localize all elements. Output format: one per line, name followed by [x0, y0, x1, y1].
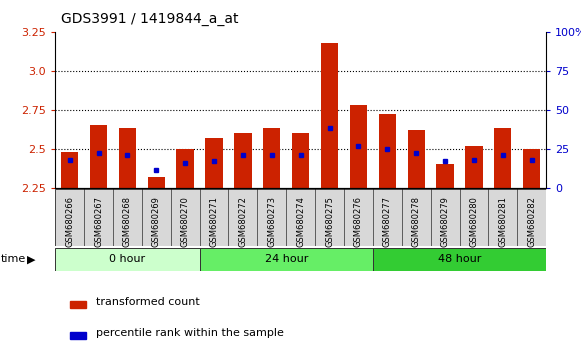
Text: GSM680275: GSM680275: [325, 196, 334, 247]
Bar: [350, 105, 367, 188]
Bar: [494, 129, 511, 188]
Text: ▶: ▶: [27, 254, 35, 264]
Text: GSM680272: GSM680272: [238, 196, 248, 247]
Text: time: time: [1, 254, 26, 264]
Text: GSM680273: GSM680273: [267, 196, 277, 247]
Bar: [379, 114, 396, 188]
Bar: [205, 138, 223, 188]
Bar: [148, 177, 165, 188]
Text: GSM680281: GSM680281: [498, 196, 507, 247]
Text: 24 hour: 24 hour: [264, 254, 308, 264]
Text: GSM680267: GSM680267: [94, 196, 103, 247]
Bar: [90, 125, 107, 188]
Bar: [263, 129, 281, 188]
Text: GSM680277: GSM680277: [383, 196, 392, 247]
Text: GSM680279: GSM680279: [440, 196, 450, 247]
Text: GSM680276: GSM680276: [354, 196, 363, 247]
Text: GSM680270: GSM680270: [181, 196, 189, 247]
Text: GSM680274: GSM680274: [296, 196, 305, 247]
Text: percentile rank within the sample: percentile rank within the sample: [96, 328, 284, 338]
Bar: [436, 164, 454, 188]
Text: GSM680278: GSM680278: [412, 196, 421, 247]
Bar: [234, 133, 252, 188]
Bar: [321, 43, 338, 188]
Text: GSM680282: GSM680282: [527, 196, 536, 247]
Text: GDS3991 / 1419844_a_at: GDS3991 / 1419844_a_at: [61, 12, 239, 27]
Bar: [200, 248, 373, 271]
Bar: [61, 152, 78, 188]
Bar: [70, 301, 86, 308]
Text: GSM680268: GSM680268: [123, 196, 132, 247]
Text: GSM680266: GSM680266: [65, 196, 74, 247]
Bar: [119, 129, 136, 188]
Bar: [55, 248, 200, 271]
Bar: [70, 332, 86, 339]
Text: GSM680269: GSM680269: [152, 196, 161, 247]
Bar: [177, 149, 194, 188]
Text: GSM680271: GSM680271: [210, 196, 218, 247]
Bar: [292, 133, 309, 188]
Bar: [523, 149, 540, 188]
Text: GSM680280: GSM680280: [469, 196, 478, 247]
Bar: [373, 248, 546, 271]
Text: transformed count: transformed count: [96, 297, 200, 307]
Bar: [465, 145, 483, 188]
Text: 0 hour: 0 hour: [109, 254, 145, 264]
Bar: [407, 130, 425, 188]
Text: 48 hour: 48 hour: [438, 254, 481, 264]
